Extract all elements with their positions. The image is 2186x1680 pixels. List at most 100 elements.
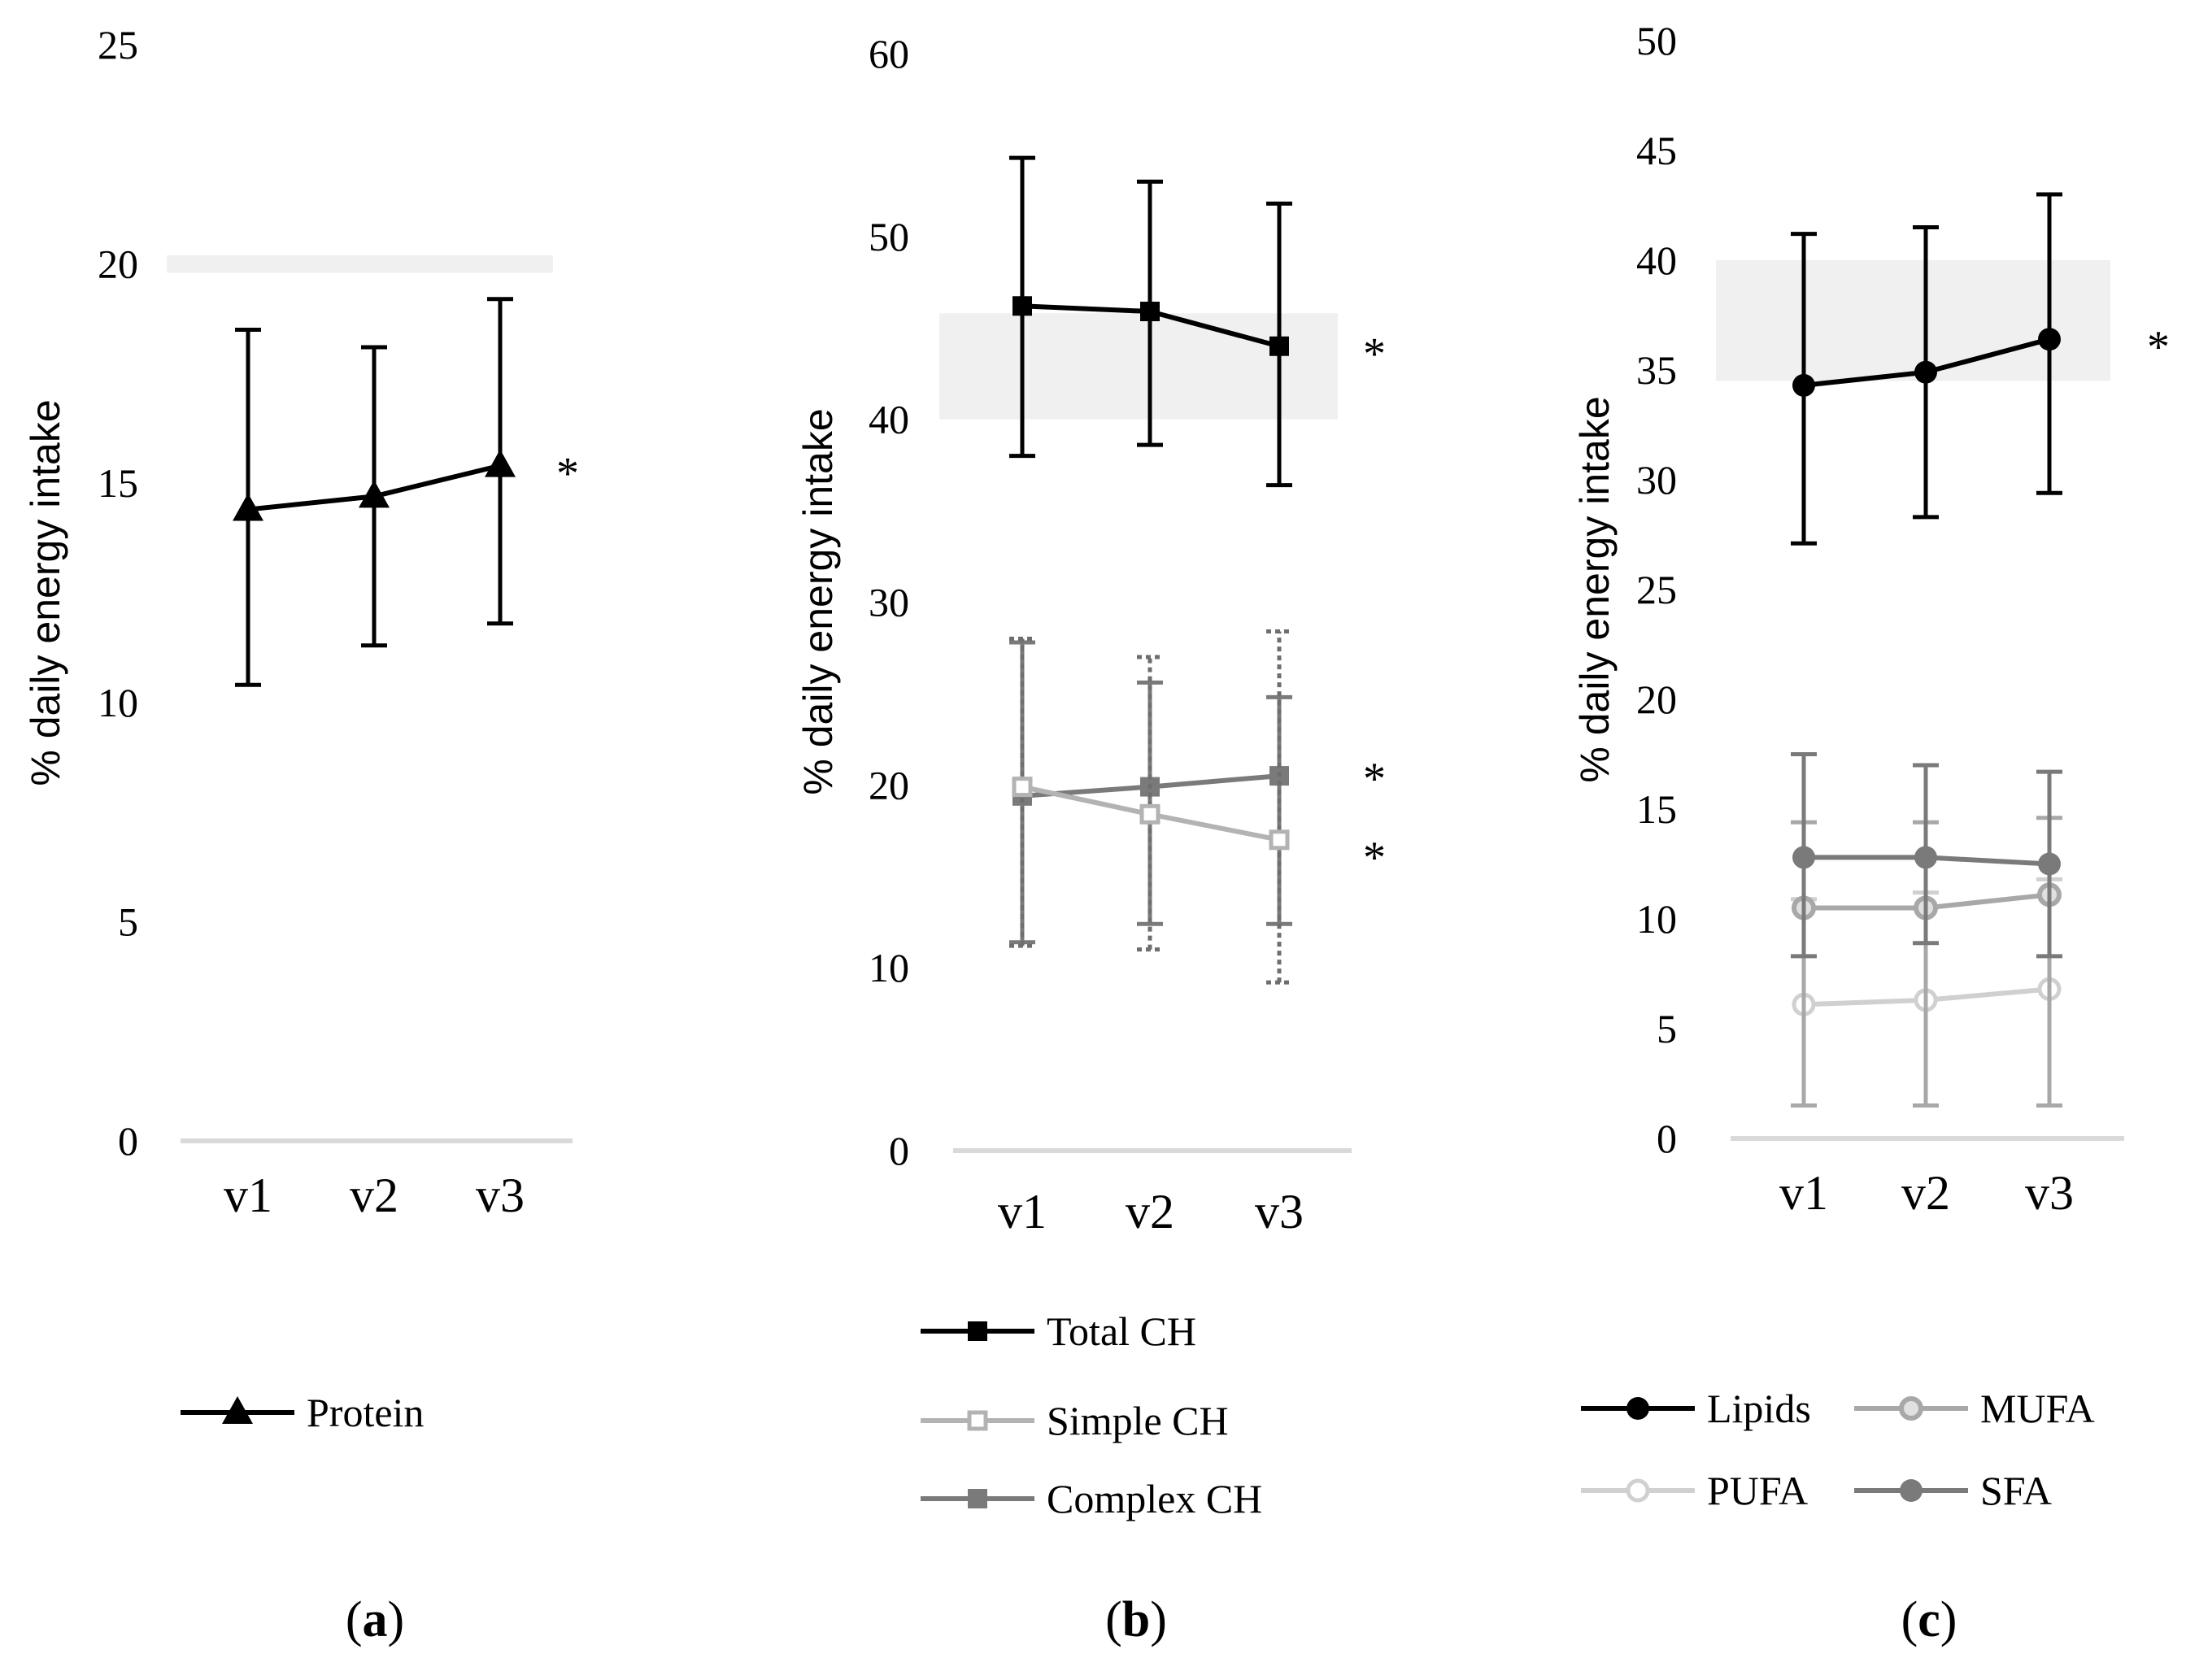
y-tick-label: 25 — [1636, 567, 1677, 612]
legend-label: SFA — [1980, 1468, 2052, 1513]
y-tick-label: 0 — [1657, 1116, 1677, 1161]
legend-label: MUFA — [1980, 1386, 2095, 1431]
legend-item-mufa: MUFA — [1854, 1386, 2095, 1431]
marker-protein — [233, 493, 263, 521]
y-tick-label: 5 — [1657, 1006, 1677, 1051]
y-tick-label: 5 — [118, 899, 138, 944]
series-complex: * — [1009, 640, 1386, 945]
marker-total — [1140, 302, 1160, 322]
x-tick-label: v2 — [350, 1169, 398, 1222]
x-tick-label: v2 — [1901, 1166, 1950, 1220]
series-sfa — [1791, 752, 2062, 959]
x-tick-label: v2 — [1126, 1185, 1174, 1238]
panel-label: (b) — [1105, 1592, 1167, 1647]
marker-protein — [485, 449, 516, 477]
y-tick-label: 50 — [869, 214, 909, 259]
legend-label: Simple CH — [1047, 1398, 1229, 1443]
legend-item-sfa: SFA — [1854, 1468, 2052, 1513]
x-tick-label: v1 — [224, 1169, 272, 1222]
significance-star: * — [1363, 754, 1386, 804]
reference-band — [167, 255, 553, 273]
y-tick-label: 50 — [1636, 18, 1677, 63]
panel-label-close: ) — [388, 1592, 405, 1647]
y-tick-label: 40 — [869, 397, 909, 442]
series-simple: * — [1009, 629, 1386, 985]
x-tick-label: v1 — [1779, 1166, 1828, 1220]
y-tick-label: 20 — [869, 762, 909, 807]
y-axis-label: % daily energy intake — [23, 399, 68, 786]
marker-sfa — [1900, 1479, 1923, 1502]
marker-pufa — [1626, 1478, 1650, 1503]
x-tick-label: v1 — [998, 1185, 1047, 1238]
reference-band — [1716, 260, 2110, 381]
significance-star: * — [2147, 322, 2170, 372]
series-lipids: * — [1791, 192, 2170, 546]
marker-mufa — [1899, 1396, 1923, 1421]
marker-lipids — [2038, 328, 2061, 351]
panel-label-letter: c — [1918, 1592, 1940, 1647]
significance-star: * — [1363, 329, 1386, 380]
series-total: * — [1009, 155, 1386, 488]
marker-lipids — [1792, 373, 1815, 397]
chart-panel-a: 0 5 10 15 20 25 % daily energy intake v1 v2 v3 * Pr… — [23, 22, 579, 1647]
marker-total — [1012, 296, 1032, 316]
y-tick-label: 0 — [889, 1128, 909, 1173]
legend-label: PUFA — [1707, 1468, 1808, 1513]
panel-label-open: ( — [346, 1592, 363, 1647]
significance-star: * — [1363, 833, 1386, 883]
panel-label-letter: b — [1122, 1592, 1150, 1647]
legend-item-lipids: Lipids — [1581, 1386, 1811, 1431]
marker-lipids — [1626, 1397, 1649, 1420]
legend-item-complex: Complex CH — [921, 1476, 1262, 1521]
marker-simple — [1012, 777, 1033, 798]
panel-label: (c) — [1901, 1592, 1957, 1647]
panel-label-open: ( — [1105, 1592, 1122, 1647]
panel-label-letter: a — [363, 1592, 388, 1647]
panel-label: (a) — [346, 1592, 404, 1647]
y-tick-label: 35 — [1636, 347, 1677, 393]
legend-item-total: Total CH — [921, 1308, 1196, 1354]
y-tick-label: 10 — [98, 680, 138, 725]
y-tick-label: 30 — [1636, 457, 1677, 503]
y-tick-label: 0 — [118, 1118, 138, 1164]
x-tick-label: v3 — [2025, 1166, 2074, 1220]
y-tick-label: 20 — [1636, 677, 1677, 722]
y-tick-label: 45 — [1636, 128, 1677, 173]
y-tick-label: 10 — [1636, 896, 1677, 942]
marker-sfa — [2038, 852, 2061, 876]
marker-simple — [1269, 829, 1290, 851]
legend-item-protein: Protein — [181, 1390, 424, 1435]
panel-label-open: ( — [1901, 1592, 1918, 1647]
legend-label: Lipids — [1707, 1386, 1811, 1431]
y-tick-label: 25 — [98, 22, 138, 67]
marker-lipids — [1914, 360, 1937, 384]
panel-label-close: ) — [1940, 1592, 1957, 1647]
series-protein: * — [233, 297, 579, 687]
y-tick-label: 30 — [869, 580, 909, 625]
y-tick-label: 15 — [98, 460, 138, 506]
marker-total — [1269, 336, 1289, 356]
marker-simple — [1139, 803, 1160, 825]
marker-total — [968, 1321, 987, 1341]
y-tick-label: 20 — [98, 242, 138, 287]
significance-star: * — [556, 449, 579, 499]
y-axis-label: % daily energy intake — [1572, 396, 1618, 782]
marker-protein — [222, 1396, 253, 1424]
legend-label: Total CH — [1047, 1308, 1196, 1354]
panel-label-close: ) — [1150, 1592, 1167, 1647]
legend-label: Protein — [307, 1390, 424, 1435]
y-tick-label: 15 — [1636, 786, 1677, 832]
x-tick-label: v3 — [476, 1169, 525, 1222]
marker-protein — [359, 480, 390, 508]
y-tick-label: 60 — [869, 31, 909, 76]
marker-sfa — [1792, 846, 1815, 869]
y-axis-label: % daily energy intake — [795, 408, 841, 794]
x-tick-label: v3 — [1255, 1185, 1304, 1238]
marker-complex — [968, 1489, 987, 1508]
marker-sfa — [1914, 846, 1937, 869]
legend-label: Complex CH — [1047, 1476, 1262, 1521]
marker-simple — [967, 1410, 988, 1431]
legend-item-pufa: PUFA — [1581, 1468, 1808, 1513]
reference-band — [939, 313, 1338, 420]
